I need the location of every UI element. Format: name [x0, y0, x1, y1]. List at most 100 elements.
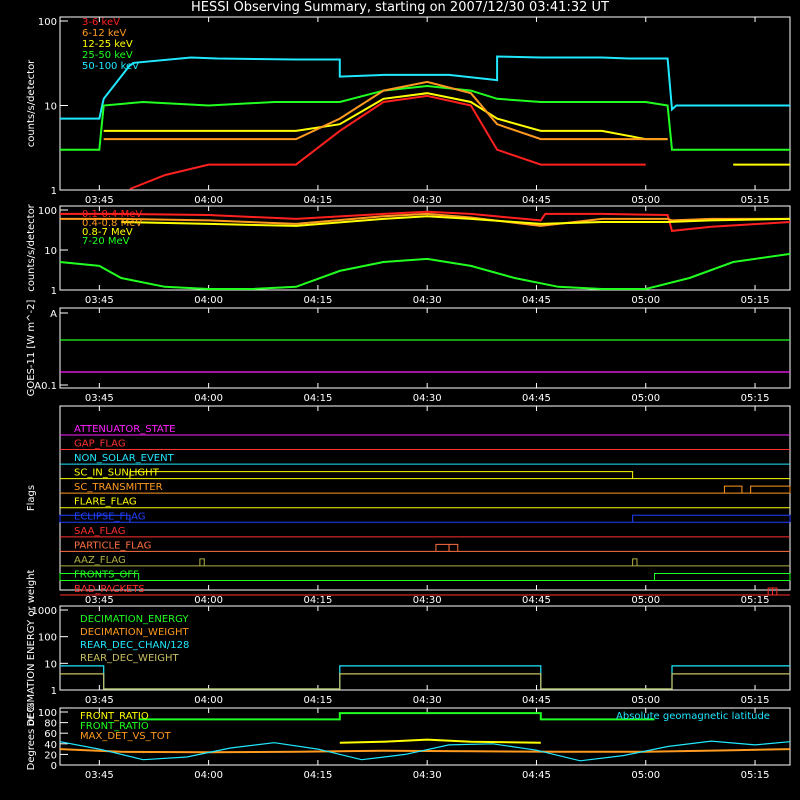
- panel-3-frame: [59, 405, 791, 591]
- panel-2-xtick-label-5: 05:00: [631, 393, 660, 404]
- flag-3-segment-0: [129, 471, 634, 479]
- panel-0-legend-1: 6-12 keV: [82, 28, 126, 39]
- panel-5-xtick-label-6: 05:15: [741, 770, 770, 781]
- panel-5-ytick-label-0: 0: [51, 761, 57, 772]
- flag-5-label: FLARE_FLAG: [74, 497, 137, 508]
- panel-2-ylabel: GOES-11 [W m^-2]: [26, 300, 37, 397]
- flag-9-segment-1: [632, 558, 638, 566]
- panel-4-ytick-label-2: 100: [38, 633, 57, 644]
- panel-0-xtick-label-4: 04:45: [522, 195, 551, 206]
- panel-1-xtick-label-3: 04:30: [413, 295, 442, 306]
- panel-2-frame: [59, 307, 791, 389]
- panel-1-ytick-label-1: 10: [44, 246, 57, 257]
- panel-4-legend-2: REAR_DEC_CHAN/128: [80, 640, 189, 651]
- panel-2-ytick-label-0: A0.1: [34, 381, 57, 392]
- panel-1-series-1: [60, 212, 790, 227]
- panel-5-legend-2: MAX_DET_VS_TOT: [80, 731, 172, 742]
- panel-5-series-2: [59, 748, 791, 754]
- panel-3-xtick-label-5: 05:00: [631, 595, 660, 606]
- panel-1-legend-3: 7-20 MeV: [82, 236, 130, 247]
- panel-0-legend-0: 3-6 keV: [82, 17, 120, 28]
- panel-0-ytick-label-2: 100: [38, 17, 57, 28]
- flag-10-label: FRONTS_OFF: [74, 569, 139, 580]
- panel-3-ylabel: Flags: [26, 485, 37, 511]
- flag-9-segment-0: [199, 558, 205, 566]
- flag-6-segment-1: [632, 514, 791, 523]
- panel-1-legend-2: 0.8-7 MeV: [82, 227, 133, 238]
- flag-10-segment-1: [653, 572, 791, 581]
- flag-0-label: ATTENUATOR_STATE: [74, 424, 175, 435]
- flag-8-label: PARTICLE_FLAG: [74, 540, 151, 551]
- panel-5-xtick-label-0: 03:45: [85, 770, 114, 781]
- panel-4-series-0: [60, 665, 790, 690]
- panel-5-ytick-label-1: 20: [44, 750, 57, 761]
- panel-5-xtick-label-4: 04:45: [522, 770, 551, 781]
- panel-5-series-3: [59, 740, 791, 762]
- panel-4-ytick-label-1: 10: [44, 659, 57, 670]
- panel-0-xtick-label-5: 05:00: [631, 195, 660, 206]
- panel-1-frame: [59, 205, 791, 291]
- panel-0-series-1: [60, 84, 790, 151]
- flag-4-segment-1: [750, 485, 791, 494]
- panel-5-ytick-label-5: 100: [38, 708, 57, 719]
- panel-0-series-0: [60, 55, 790, 120]
- panel-3-xtick-label-6: 05:15: [741, 595, 770, 606]
- panel-0-legend-3: 25-50 keV: [82, 50, 133, 61]
- panel-5-annotation-0: Absolute geomagnetic latitude: [616, 711, 770, 722]
- flag-4-segment-0: [723, 485, 743, 494]
- panel-5-ytick-label-4: 80: [44, 719, 57, 730]
- panel-1-xtick-label-0: 03:45: [85, 295, 114, 306]
- panel-2-xtick-label-2: 04:15: [303, 393, 332, 404]
- panel-5-xtick-label-3: 04:30: [413, 770, 442, 781]
- panel-5-ytick-label-3: 60: [44, 729, 57, 740]
- panel-2-xtick-label-1: 04:00: [194, 393, 223, 404]
- panel-5-xtick-label-5: 05:00: [631, 770, 660, 781]
- panel-1-xtick-label-1: 04:00: [194, 295, 223, 306]
- flag-7-label: SAA_FLAG: [74, 526, 125, 537]
- panel-3-xtick-label-3: 04:30: [413, 595, 442, 606]
- panel-5-series-0: [138, 712, 655, 721]
- panel-0-frame: [59, 16, 791, 191]
- panel-4-legend-1: DECIMATION_WEIGHT: [80, 627, 189, 638]
- panel-5-ylabel: Degrees or %: [26, 703, 37, 771]
- panel-0-xtick-label-2: 04:15: [303, 195, 332, 206]
- panel-0-series-2: [103, 92, 790, 166]
- panel-0-legend-4: 50-100 keV: [82, 61, 139, 72]
- flag-9-label: AAZ_FLAG: [74, 555, 126, 566]
- panel-3-xtick-label-4: 04:45: [522, 595, 551, 606]
- panel-0-series-4: [129, 94, 646, 190]
- panel-5-ytick-label-2: 40: [44, 740, 57, 751]
- panel-3-xtick-label-2: 04:15: [303, 595, 332, 606]
- flag-3-label: SC_IN_SUNLIGHT: [74, 468, 160, 479]
- panel-1-xtick-label-6: 05:15: [741, 295, 770, 306]
- panel-4-xtick-label-0: 03:45: [85, 695, 114, 706]
- panel-1-xtick-label-2: 04:15: [303, 295, 332, 306]
- flag-8-segment-1: [448, 543, 459, 552]
- flag-10-segment-0: [59, 572, 140, 581]
- panel-2-xtick-label-4: 04:45: [522, 393, 551, 404]
- panel-1-xtick-label-4: 04:45: [522, 295, 551, 306]
- panel-0-xtick-label-6: 05:15: [741, 195, 770, 206]
- panel-2-ytick-label-1: A: [50, 309, 57, 320]
- flag-4-label: SC_TRANSMITTER: [74, 482, 163, 493]
- panel-1-ytick-label-2: 100: [38, 206, 57, 217]
- panel-5-frame: [59, 707, 791, 766]
- flag-1-label: GAP_FLAG: [74, 439, 126, 450]
- panel-0-xtick-label-3: 04:30: [413, 195, 442, 206]
- panel-5-legend-1: FRONT_RATIO: [80, 721, 149, 732]
- panel-4-legend-0: DECIMATION_ENERGY: [80, 614, 189, 625]
- panel-3-xtick-label-1: 04:00: [194, 595, 223, 606]
- panel-4-xtick-label-3: 04:30: [413, 695, 442, 706]
- panel-0-ytick-label-0: 1: [51, 186, 57, 197]
- panel-0-xtick-label-1: 04:00: [194, 195, 223, 206]
- panel-4-xtick-label-6: 05:15: [741, 695, 770, 706]
- panel-4-legend-3: REAR_DEC_WEIGHT: [80, 653, 179, 664]
- panel-1-xtick-label-5: 05:00: [631, 295, 660, 306]
- panel-5-legend-0: FRONT_RATIO: [80, 711, 149, 722]
- panel-2-xtick-label-6: 05:15: [741, 393, 770, 404]
- panel-0-series-3: [103, 80, 668, 141]
- panel-4-series-1: [60, 673, 790, 690]
- panel-1-series-3: [59, 252, 791, 290]
- panel-4-xtick-label-4: 04:45: [522, 695, 551, 706]
